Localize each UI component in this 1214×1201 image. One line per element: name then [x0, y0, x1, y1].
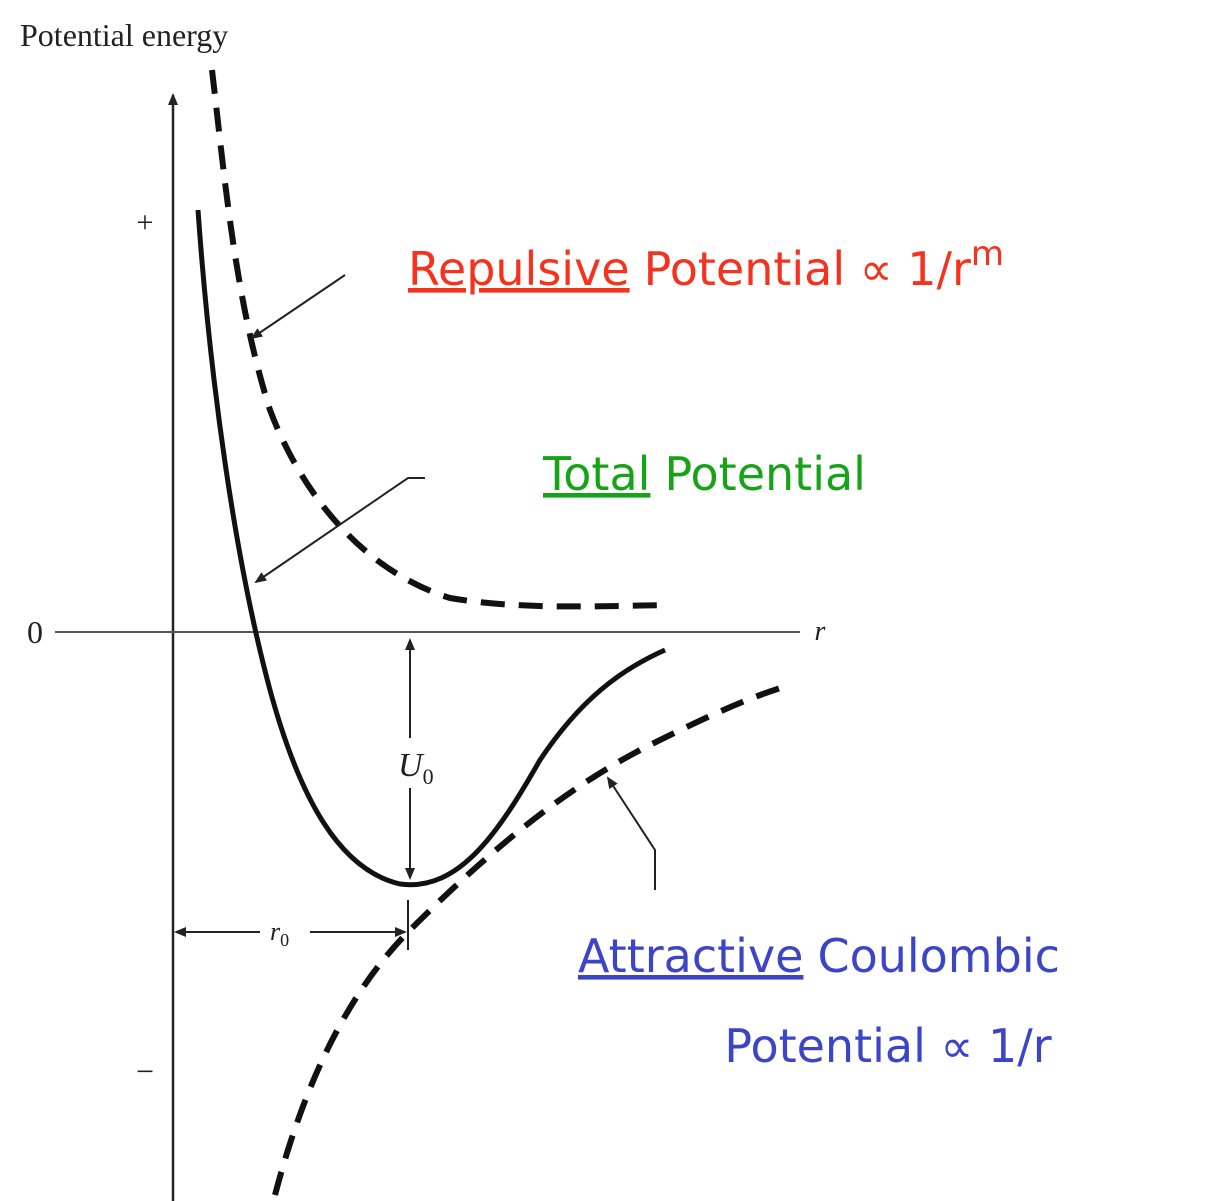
total-curve	[195, 209, 667, 888]
attractive-label: Attractive Coulombic	[578, 929, 1060, 983]
x-axis-label: r	[815, 616, 826, 647]
plus-sign: +	[137, 206, 154, 239]
u0-label: U0	[398, 747, 434, 789]
zero-label: 0	[27, 614, 43, 650]
repulsive-curve	[209, 69, 671, 610]
r0-label: r0	[270, 917, 289, 950]
total-pointer	[254, 477, 425, 584]
u0-label-bg	[393, 738, 433, 788]
attractive-label-line2: Potential ∝ 1/r	[724, 1019, 1051, 1073]
repulsive-pointer	[250, 274, 346, 340]
attractive-pointer	[606, 776, 656, 890]
y-axis-label: Potential energy	[20, 17, 228, 53]
repulsive-label: Repulsive Potential ∝ 1/rm	[408, 234, 1004, 296]
minus-sign: −	[136, 1053, 154, 1089]
total-label: Total Potential	[542, 447, 866, 501]
attractive-curve	[272, 682, 791, 1196]
